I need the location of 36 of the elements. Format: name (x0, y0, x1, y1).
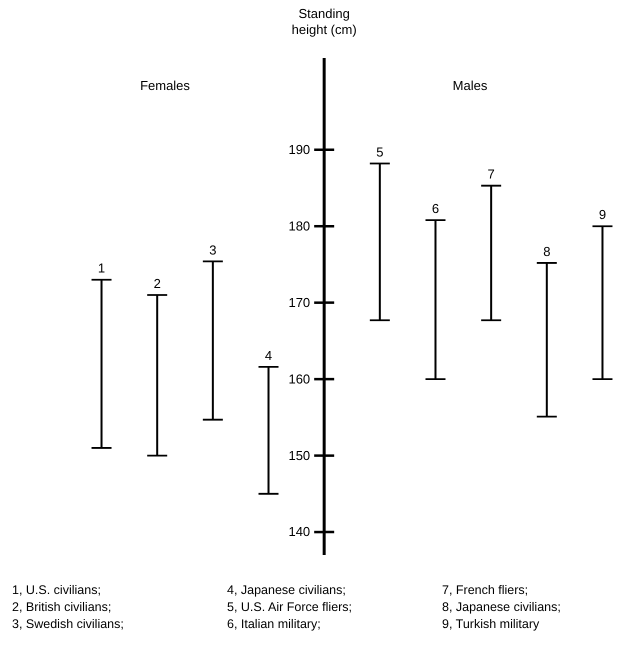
x-tick-label: 4 (264, 348, 272, 363)
y-tick-label: 180 (288, 218, 310, 234)
bar (490, 186, 492, 320)
text: 1, U.S. civilians; (12, 583, 101, 597)
x-tick-label: 6 (432, 201, 440, 216)
text: 7, French fliers; (442, 583, 528, 597)
bar (601, 226, 604, 380)
text: 9, Turkish military (442, 617, 540, 631)
bar (434, 220, 436, 380)
bar (546, 262, 548, 417)
bar (378, 164, 381, 320)
text: 2, British civilians; (12, 600, 112, 614)
x-tick-label: 8 (543, 244, 550, 259)
text: 5, U.S. Air Force fliers; (227, 600, 352, 614)
bar (156, 295, 158, 456)
bar (212, 261, 214, 420)
text: 6, Italian military; (227, 617, 321, 631)
y-tick-label: 170 (288, 294, 310, 310)
bar (268, 366, 270, 494)
y-tick-label: 150 (288, 448, 310, 463)
x-tick-label: 9 (598, 207, 606, 222)
x-tick-label: 1 (98, 260, 106, 276)
annotation: Males (452, 78, 488, 93)
x-tick-label: 3 (209, 242, 216, 258)
annotation: Females (140, 78, 190, 93)
y-tick-label: 140 (288, 524, 310, 540)
x-tick-label: 7 (488, 166, 495, 182)
y-axis-title: Standing height (cm) (292, 6, 357, 37)
x-tick-label: 5 (376, 144, 384, 160)
bar (100, 280, 103, 448)
text: 4, Japanese civilians; (227, 583, 346, 597)
text: 8, Japanese civilians; (442, 600, 561, 614)
y-tick-label: 190 (288, 142, 310, 157)
y-tick-label: 160 (288, 371, 310, 386)
x-tick-label: 2 (154, 276, 161, 292)
text: 3, Swedish civilians; (12, 617, 124, 631)
